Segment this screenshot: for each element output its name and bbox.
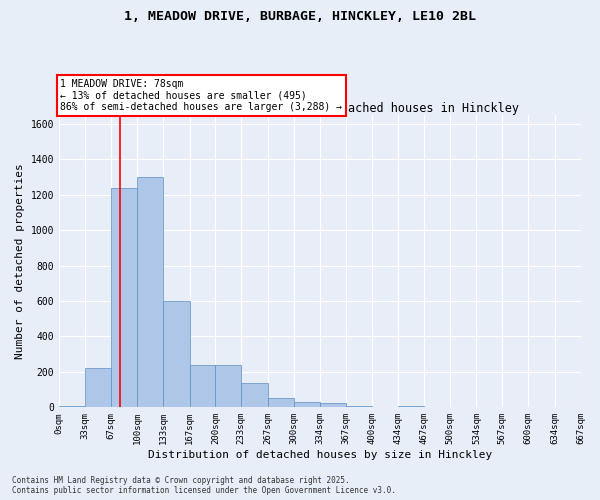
Text: Contains HM Land Registry data © Crown copyright and database right 2025.
Contai: Contains HM Land Registry data © Crown c…: [12, 476, 396, 495]
Title: Size of property relative to detached houses in Hinckley: Size of property relative to detached ho…: [120, 102, 519, 115]
Bar: [163, 301, 190, 408]
Text: 1, MEADOW DRIVE, BURBAGE, HINCKLEY, LE10 2BL: 1, MEADOW DRIVE, BURBAGE, HINCKLEY, LE10…: [124, 10, 476, 23]
Text: 1 MEADOW DRIVE: 78sqm
← 13% of detached houses are smaller (495)
86% of semi-det: 1 MEADOW DRIVE: 78sqm ← 13% of detached …: [61, 79, 343, 112]
Bar: [293, 402, 320, 407]
Bar: [85, 368, 112, 408]
Bar: [112, 188, 137, 408]
Bar: [137, 177, 163, 408]
Y-axis label: Number of detached properties: Number of detached properties: [15, 164, 25, 359]
Bar: [346, 406, 372, 407]
Bar: [215, 365, 241, 408]
Bar: [59, 406, 85, 408]
Bar: [398, 406, 424, 408]
Bar: [190, 365, 215, 408]
X-axis label: Distribution of detached houses by size in Hinckley: Distribution of detached houses by size …: [148, 450, 492, 460]
Bar: [320, 404, 346, 407]
Bar: [241, 382, 268, 407]
Bar: [268, 398, 293, 407]
